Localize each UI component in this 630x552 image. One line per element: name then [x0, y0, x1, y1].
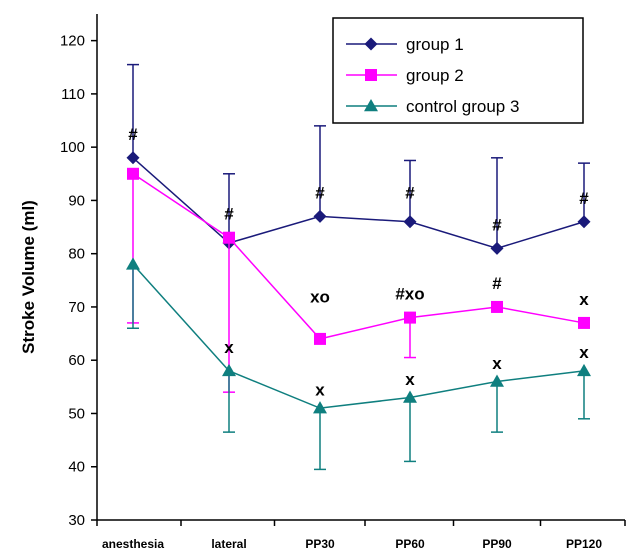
significance-mark: #	[405, 183, 415, 202]
data-point	[126, 151, 140, 165]
x-tick-label: PP30	[305, 537, 335, 551]
y-tick-label: 40	[68, 459, 85, 476]
series-2	[127, 167, 590, 393]
x-tick-label: anesthesia	[102, 537, 164, 551]
significance-mark: x	[579, 343, 589, 362]
significance-mark: #	[492, 274, 502, 293]
series-1	[126, 63, 591, 255]
data-point	[127, 167, 139, 180]
legend-marker	[365, 69, 377, 81]
series-layer	[126, 63, 591, 471]
series-3	[126, 257, 591, 471]
data-point	[222, 363, 236, 377]
y-tick-label: 100	[60, 139, 85, 156]
significance-mark: #	[224, 205, 234, 224]
data-point	[490, 374, 504, 387]
x-tick-label: PP60	[395, 537, 425, 551]
x-tick-label: PP90	[482, 537, 512, 551]
legend-label: group 2	[406, 66, 464, 85]
data-point	[313, 401, 327, 414]
y-tick-label: 50	[68, 405, 85, 422]
data-point	[491, 300, 503, 313]
legend-label: group 1	[406, 35, 464, 54]
data-point	[403, 390, 417, 403]
y-axis-label: Stroke Volume (ml)	[19, 200, 38, 354]
legend-marker	[364, 99, 378, 112]
significance-mark: x	[405, 370, 415, 389]
significance-mark: #	[128, 125, 138, 144]
data-point	[313, 209, 327, 223]
significance-mark: #	[579, 189, 589, 208]
legend: group 1 group 2 control group 3	[332, 17, 584, 124]
y-tick-label: 120	[60, 33, 85, 50]
series-line	[132, 173, 585, 340]
significance-mark: #	[315, 183, 325, 202]
significance-mark: x	[224, 338, 234, 357]
data-point	[314, 332, 326, 345]
y-tick-label: 70	[68, 299, 85, 316]
data-point	[490, 241, 504, 255]
data-point	[403, 215, 417, 229]
y-tick-label: 90	[68, 192, 85, 209]
significance-mark: x	[315, 381, 325, 400]
data-point	[126, 257, 140, 270]
y-tick-label: 30	[68, 512, 85, 529]
data-point	[577, 215, 591, 229]
series-line	[132, 263, 585, 409]
significance-mark: x	[579, 290, 589, 309]
data-point	[404, 311, 416, 324]
significance-mark: #	[492, 215, 502, 234]
annotation-layer: ##x#xox##xox##x#xx	[128, 125, 589, 400]
x-tick-label: lateral	[211, 537, 246, 551]
y-tick-label: 80	[68, 246, 85, 263]
legend-label: control group 3	[406, 97, 519, 116]
significance-mark: #xo	[395, 285, 424, 304]
significance-mark: x	[492, 354, 502, 373]
data-point	[578, 316, 590, 329]
chart-axes: 30 40 50 60 70 80 90 100 110 120 anesthesia lateral…	[19, 14, 626, 551]
data-point	[577, 363, 591, 377]
x-tick-label: PP120	[566, 537, 602, 551]
series-line	[132, 157, 585, 250]
legend-marker	[364, 37, 378, 51]
significance-mark: xo	[310, 287, 330, 306]
data-point	[223, 231, 235, 244]
y-tick-label: 60	[68, 352, 85, 369]
y-tick-label: 110	[61, 86, 85, 103]
